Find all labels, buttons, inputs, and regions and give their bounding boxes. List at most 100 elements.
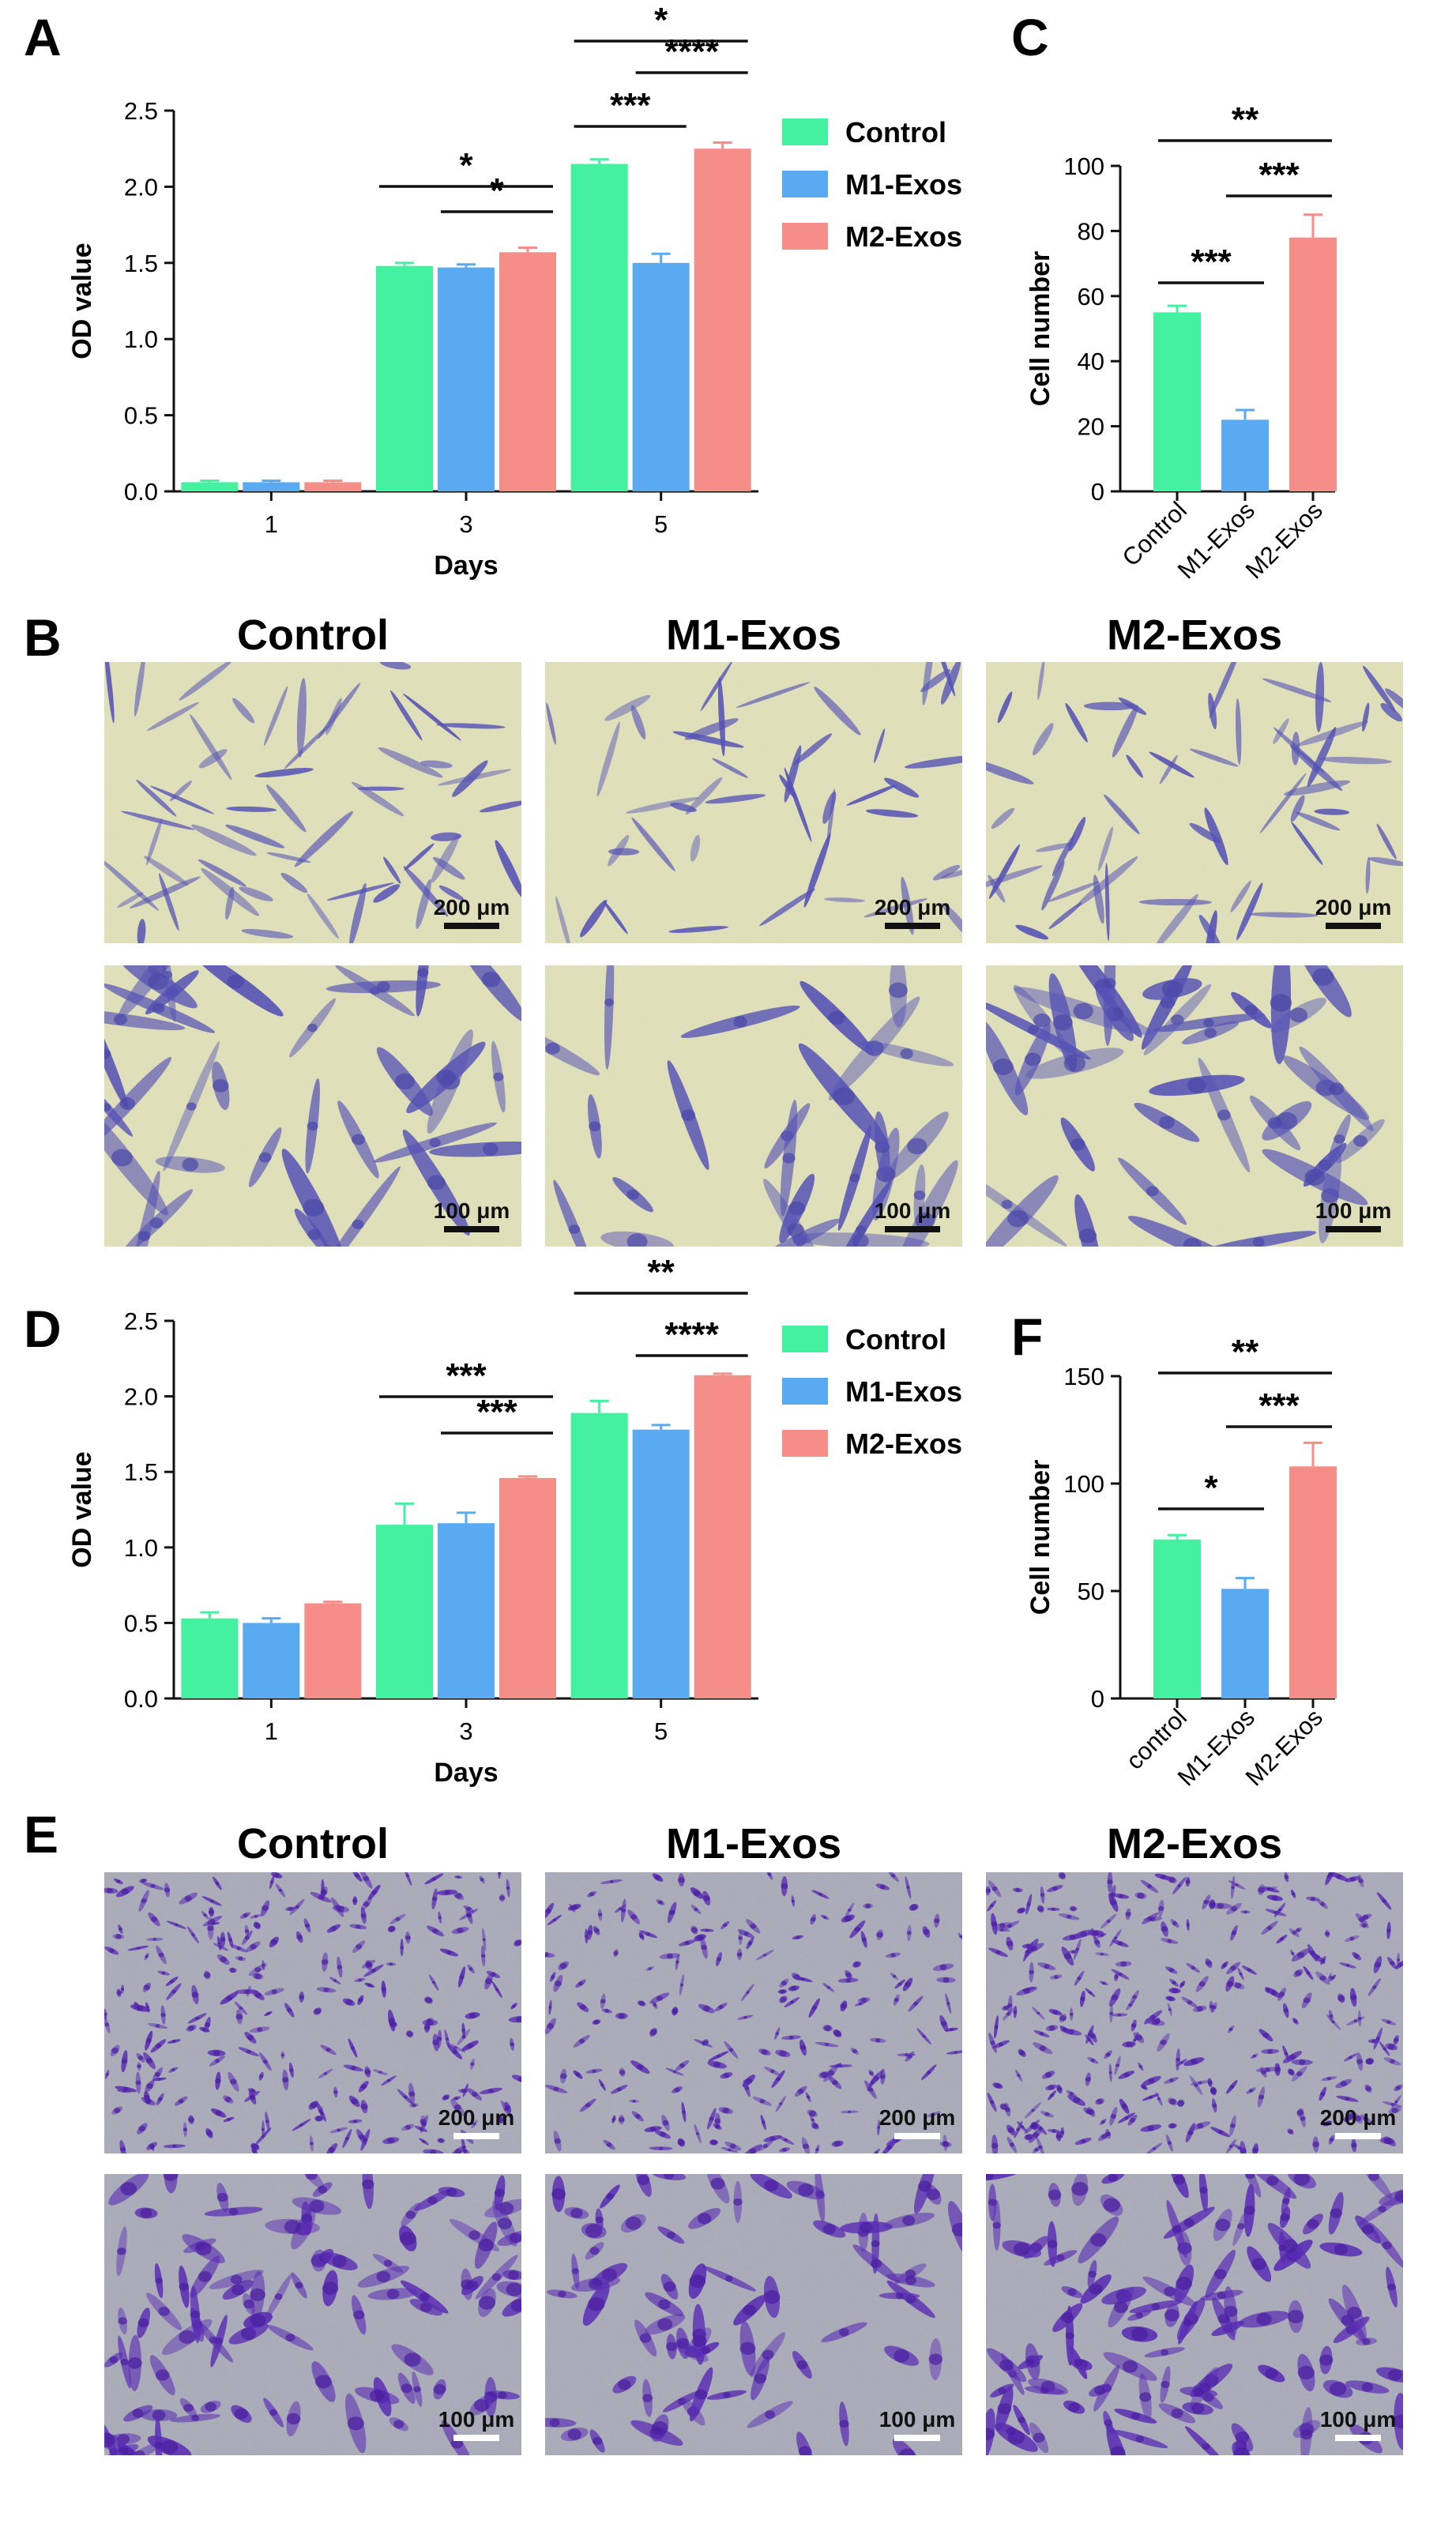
cell-body [1300,2116,1306,2121]
cell-body [104,1048,111,1059]
cell [684,718,739,740]
cell [1041,860,1065,911]
cell-body [1067,2288,1077,2296]
cell-body [1228,2027,1233,2031]
cell-body [999,1923,1006,1928]
cell [1149,751,1195,778]
cell-body [762,2120,766,2124]
cell [239,886,273,901]
cell-body [1088,1991,1092,1995]
cell-body [1063,1953,1071,1959]
cell-body [152,1003,165,1014]
cell-body [358,1978,363,1982]
cell-body [1132,1995,1138,1999]
cell-body [1215,2218,1231,2232]
cell-body [404,2353,421,2367]
cell-body [940,2021,947,2026]
cell-body [634,2113,641,2119]
cell [225,886,235,920]
cell-body [998,2042,1003,2047]
cell-body [626,1189,640,1200]
cell-body [351,2098,359,2105]
cell-body [480,1954,486,1958]
cell-body [1025,1052,1041,1066]
cell-body [1131,2327,1148,2342]
cell-body [376,2270,391,2283]
cell-body [482,1938,486,1941]
cell-body [1146,1186,1159,1197]
scale-bar-label: 200 μm [875,895,951,920]
cell [1036,842,1074,852]
cell [170,781,193,802]
significance-label: *** [610,86,651,125]
cell-body [1186,1923,1190,1927]
significance-label: * [459,146,473,185]
bar [243,1623,300,1698]
cell-body [1105,2052,1111,2057]
cell-body [254,1966,261,1973]
x-tick-label: 5 [654,1717,668,1745]
cell-body [1007,1924,1013,1928]
cell-body [780,1989,785,1994]
scale-bar-label: 200 μm [1315,895,1392,920]
cell-body [400,1946,404,1950]
cell-body [677,2398,686,2405]
cell-body [413,2386,421,2393]
cell-body [1300,2429,1313,2440]
cell-body [1168,2008,1172,2011]
cell-body [585,2103,591,2108]
cell-body [549,2418,560,2428]
cell-body [1030,2123,1038,2129]
cell-body [554,2138,561,2144]
y-tick-label: 40 [1078,348,1104,375]
cell-body [429,1138,441,1148]
cell-body [104,1103,111,1112]
cell-body [309,2199,325,2213]
cell-body [461,2146,466,2150]
cell-body [662,2120,669,2126]
cell-body [733,1016,747,1028]
cell-body [725,2275,733,2282]
micrograph-2-0: 200 μm [986,662,1403,943]
cell-body [478,2239,494,2252]
cell-body [606,2142,612,2147]
cell-body [1003,2005,1009,2011]
y-axis-title: Cell number [1025,1460,1055,1615]
cell-body [229,1968,236,1973]
cell-body [547,2023,555,2029]
cell-body [959,1935,962,1939]
cell-body [430,2150,437,2153]
cell [379,662,412,670]
cell-body [840,2003,848,2009]
cell-body [764,2180,779,2191]
cell-body [1337,1995,1345,2002]
cell-body [503,2107,509,2112]
cell-body [849,1173,860,1183]
cell [1104,862,1110,942]
cell-body [1177,2100,1185,2107]
cell-body [226,1995,233,2001]
cell-body [1387,2044,1395,2050]
cell-body [152,1938,157,1941]
bar [1153,312,1201,491]
cell [266,852,311,863]
cell [452,760,488,797]
cell-body [906,1886,910,1890]
cell [608,848,640,856]
column-title: M2-Exos [1107,611,1282,659]
cell-body [273,1872,280,1878]
cell-body [739,2342,756,2355]
y-tick-label: 2.0 [124,1383,158,1411]
cell-body [116,1991,122,1995]
panel-label-e: E [24,1805,58,1864]
cell-body [1038,2145,1043,2150]
cell [1153,893,1198,943]
cell-body [1336,1874,1342,1879]
cell-body [454,2149,462,2153]
cell-body [1044,1964,1050,1969]
cell-body [1034,2147,1039,2152]
cell-body [1354,2116,1362,2122]
cell-body [838,2064,843,2068]
cell-body [371,1969,376,1973]
cell [1189,822,1221,844]
